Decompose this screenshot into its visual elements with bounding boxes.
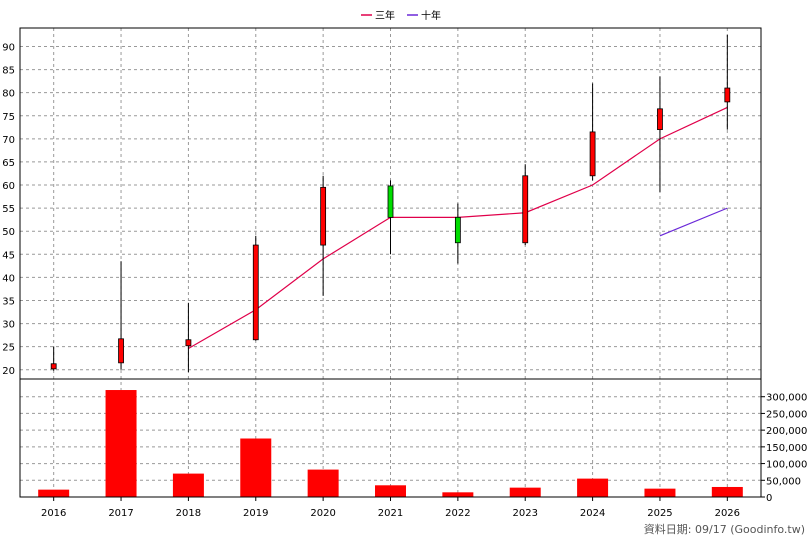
- legend-label-three-year: 三年: [375, 9, 395, 22]
- price-tick-label: 75: [2, 112, 15, 123]
- candle-body: [522, 175, 529, 244]
- candle-body: [320, 186, 327, 246]
- x-tick-label: 2016: [41, 508, 66, 519]
- volume-bar: [577, 478, 609, 497]
- price-tick-label: 90: [2, 42, 15, 53]
- volume-bar: [375, 485, 406, 497]
- candle-body: [657, 108, 663, 131]
- volume-tick-label: 0: [766, 493, 772, 504]
- x-tick-label: 2018: [176, 508, 201, 519]
- candle-body: [387, 185, 394, 218]
- volume-tick-label: 200,000: [766, 426, 807, 437]
- x-tick-label: 2025: [647, 508, 672, 519]
- volume-bar: [38, 489, 70, 497]
- volume-tick-label: 150,000: [766, 443, 807, 454]
- volume-bar: [644, 488, 676, 497]
- volume-tick-label: 100,000: [766, 460, 807, 471]
- volume-tick-label: 50,000: [766, 476, 801, 487]
- x-tick-label: 2020: [310, 508, 335, 519]
- source-footer: 資料日期: 09/17 (Goodinfo.tw): [644, 522, 805, 536]
- candle-body: [118, 338, 124, 364]
- candle-body: [454, 216, 461, 244]
- x-tick-label: 2026: [715, 508, 740, 519]
- volume-bars: [38, 390, 743, 497]
- candle-body: [185, 339, 192, 347]
- candle-body: [50, 363, 57, 370]
- price-tick-label: 80: [2, 89, 15, 100]
- price-tick-label: 20: [2, 366, 15, 377]
- axes: 202530354045505560657075808590050,000100…: [2, 42, 807, 519]
- price-tick-label: 40: [2, 273, 15, 284]
- candlesticks: [50, 34, 731, 373]
- x-tick-label: 2021: [378, 508, 403, 519]
- x-tick-label: 2017: [108, 508, 133, 519]
- volume-tick-label: 300,000: [766, 393, 807, 404]
- volume-bar: [105, 390, 137, 497]
- volume-bar: [240, 438, 272, 497]
- plot-frame: [19, 27, 762, 498]
- candle-body: [589, 131, 596, 177]
- legend-label-ten-year: 十年: [421, 9, 441, 22]
- x-tick-label: 2022: [445, 508, 470, 519]
- price-tick-label: 45: [2, 250, 15, 261]
- volume-bar: [509, 487, 541, 497]
- candle-body: [724, 87, 731, 103]
- candle-body: [252, 244, 259, 341]
- volume-bar: [711, 486, 743, 497]
- price-tick-label: 85: [2, 66, 15, 77]
- x-tick-label: 2019: [243, 508, 268, 519]
- price-tick-label: 60: [2, 181, 15, 192]
- price-tick-label: 25: [2, 343, 15, 354]
- volume-bar: [442, 492, 474, 497]
- price-tick-label: 65: [2, 158, 15, 169]
- volume-bar: [307, 469, 339, 497]
- price-tick-label: 70: [2, 135, 15, 146]
- x-tick-label: 2024: [580, 508, 605, 519]
- price-tick-label: 30: [2, 320, 15, 331]
- volume-bar: [172, 473, 204, 497]
- legend: 三年 十年: [361, 9, 441, 22]
- average-line: [659, 207, 728, 237]
- price-tick-label: 55: [2, 204, 15, 215]
- price-tick-label: 50: [2, 227, 15, 238]
- volume-tick-label: 250,000: [766, 409, 807, 420]
- price-tick-label: 35: [2, 296, 15, 307]
- x-tick-label: 2023: [513, 508, 538, 519]
